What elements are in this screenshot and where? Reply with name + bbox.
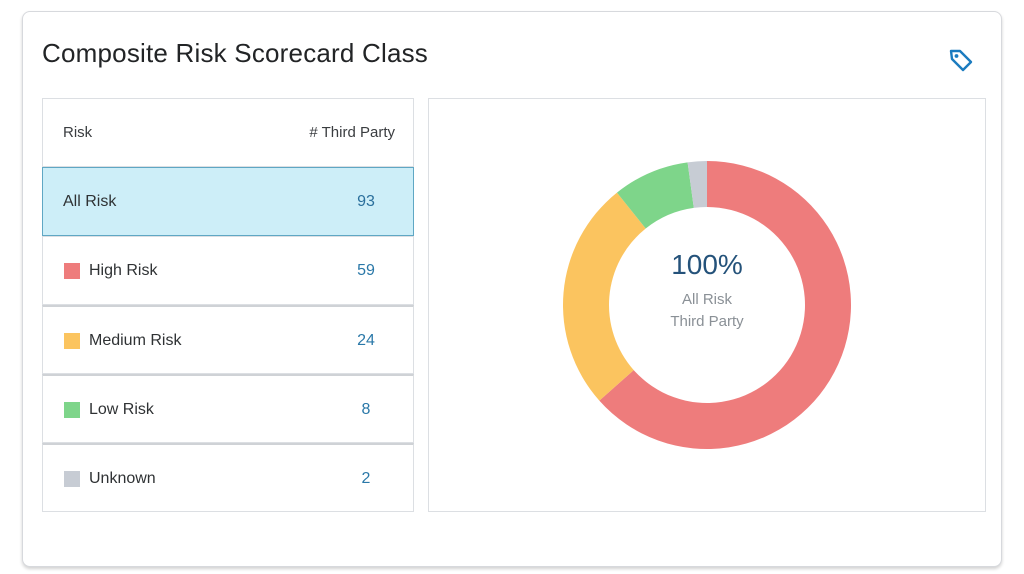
row-medium-risk[interactable]: Medium Risk 24 xyxy=(42,305,414,374)
row-high-risk[interactable]: High Risk 59 xyxy=(42,236,414,305)
row-label: Low Risk xyxy=(89,401,154,418)
donut-slice-medium-risk[interactable] xyxy=(563,192,646,401)
medium-risk-swatch xyxy=(64,333,80,349)
donut-slice-low-risk[interactable] xyxy=(616,162,694,229)
unknown-swatch xyxy=(64,471,80,487)
donut-chart-panel: 100% All Risk Third Party xyxy=(428,98,986,512)
table-header: Risk # Third Party xyxy=(42,98,414,167)
row-unknown[interactable]: Unknown 2 xyxy=(42,443,414,512)
low-risk-swatch xyxy=(64,402,80,418)
high-risk-swatch xyxy=(64,263,80,279)
risk-donut-chart xyxy=(563,161,851,449)
donut-center-label: All Risk xyxy=(681,291,732,308)
row-label: High Risk xyxy=(89,262,158,279)
third-party-column-header: # Third Party xyxy=(309,124,395,141)
tag-icon xyxy=(949,49,973,72)
row-all-risk[interactable]: All Risk 93 xyxy=(42,167,414,236)
risk-scorecard-card: Composite Risk Scorecard Class Risk # Th… xyxy=(22,11,1002,567)
risk-table: Risk # Third Party All Risk 93 High Risk… xyxy=(42,98,414,512)
row-count: 24 xyxy=(357,332,375,349)
row-label: Medium Risk xyxy=(89,332,182,349)
card-title: Composite Risk Scorecard Class xyxy=(42,38,429,68)
row-label: All Risk xyxy=(63,193,117,210)
donut-slice-unknown[interactable] xyxy=(687,161,707,208)
donut-center-value: 100% xyxy=(671,249,743,280)
row-count: 8 xyxy=(361,401,371,418)
row-low-risk[interactable]: Low Risk 8 xyxy=(42,374,414,443)
tag-button[interactable] xyxy=(947,46,975,74)
row-count: 59 xyxy=(357,262,375,279)
row-label: Unknown xyxy=(89,470,156,487)
row-count: 93 xyxy=(357,193,375,210)
donut-center-sublabel: Third Party xyxy=(670,313,744,330)
risk-column-header: Risk xyxy=(63,124,93,141)
row-count: 2 xyxy=(361,470,371,487)
donut-slice-high-risk[interactable] xyxy=(599,161,851,449)
